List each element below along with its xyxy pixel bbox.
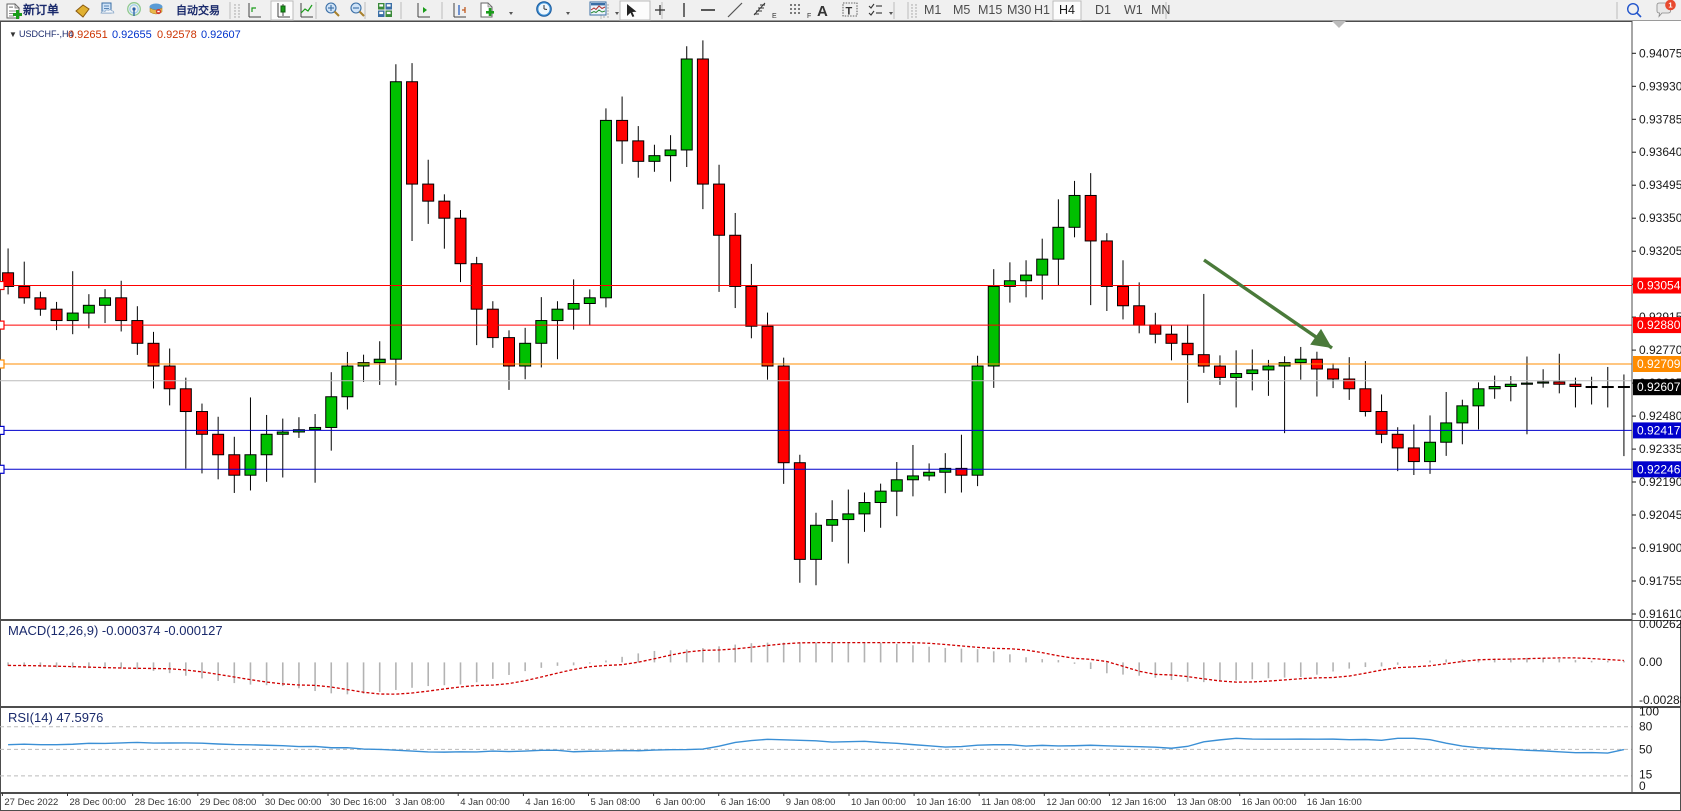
svg-text:0.92880: 0.92880 [1637, 318, 1681, 332]
svg-text:MN: MN [1151, 3, 1170, 17]
svg-text:E: E [772, 13, 777, 20]
svg-text:0.92651: 0.92651 [68, 29, 108, 41]
svg-text:0.92246: 0.92246 [1637, 462, 1681, 476]
svg-text:0.002628: 0.002628 [1639, 620, 1681, 631]
svg-text:0.92607: 0.92607 [1637, 380, 1681, 394]
svg-text:27 Dec 2022: 27 Dec 2022 [4, 797, 58, 808]
svg-text:0.92578: 0.92578 [157, 29, 197, 41]
svg-text:0.93350: 0.93350 [1639, 211, 1681, 225]
svg-text:28 Dec 00:00: 28 Dec 00:00 [70, 797, 127, 808]
svg-text:6 Jan 00:00: 6 Jan 00:00 [656, 797, 706, 808]
svg-text:12 Jan 16:00: 12 Jan 16:00 [1111, 797, 1166, 808]
svg-text:T: T [846, 6, 853, 18]
svg-text:M15: M15 [978, 3, 1002, 17]
svg-text:0.93054: 0.93054 [1637, 279, 1681, 293]
svg-text:W1: W1 [1124, 3, 1143, 17]
svg-text:0.92417: 0.92417 [1637, 423, 1681, 437]
svg-text:0.93495: 0.93495 [1639, 178, 1681, 192]
svg-text:0.91610: 0.91610 [1639, 607, 1681, 620]
svg-text:0.93785: 0.93785 [1639, 112, 1681, 126]
svg-text:M1: M1 [924, 3, 941, 17]
svg-text:H1: H1 [1034, 3, 1050, 17]
svg-text:自动交易: 自动交易 [176, 3, 220, 17]
svg-text:M30: M30 [1007, 3, 1031, 17]
svg-text:0.94075: 0.94075 [1639, 46, 1681, 60]
svg-text:1: 1 [1668, 0, 1672, 9]
svg-text:0.92709: 0.92709 [1637, 357, 1681, 371]
svg-text:-0.002881: -0.002881 [1639, 693, 1681, 707]
svg-text:28 Dec 16:00: 28 Dec 16:00 [135, 797, 192, 808]
svg-text:新订单: 新订单 [23, 2, 59, 17]
svg-text:M5: M5 [953, 3, 970, 17]
svg-text:12 Jan 00:00: 12 Jan 00:00 [1046, 797, 1101, 808]
svg-text:RSI(14) 47.5976: RSI(14) 47.5976 [8, 710, 103, 725]
svg-text:0.91900: 0.91900 [1639, 541, 1681, 555]
svg-text:5 Jan 08:00: 5 Jan 08:00 [591, 797, 641, 808]
svg-text:13 Jan 08:00: 13 Jan 08:00 [1177, 797, 1232, 808]
svg-text:0.00: 0.00 [1639, 655, 1663, 669]
svg-text:3 Jan 08:00: 3 Jan 08:00 [395, 797, 445, 808]
svg-text:H4: H4 [1059, 3, 1075, 17]
svg-text:16 Jan 00:00: 16 Jan 00:00 [1242, 797, 1297, 808]
svg-text:A: A [817, 3, 828, 20]
svg-text:50: 50 [1639, 742, 1653, 756]
svg-text:F: F [807, 13, 811, 20]
svg-text:0.93930: 0.93930 [1639, 79, 1681, 93]
svg-text:16 Jan 16:00: 16 Jan 16:00 [1307, 797, 1362, 808]
svg-text:29 Dec 08:00: 29 Dec 08:00 [200, 797, 257, 808]
svg-text:0.93205: 0.93205 [1639, 244, 1681, 258]
svg-text:0.92335: 0.92335 [1639, 442, 1681, 456]
svg-text:4 Jan 16:00: 4 Jan 16:00 [525, 797, 575, 808]
svg-text:0.92655: 0.92655 [112, 29, 152, 41]
svg-text:USDCHF-,H4: USDCHF-,H4 [19, 29, 74, 39]
svg-text:▼: ▼ [9, 30, 17, 39]
svg-text:80: 80 [1639, 720, 1653, 734]
svg-text:0.92770: 0.92770 [1639, 343, 1681, 357]
svg-text:0: 0 [1639, 779, 1646, 793]
svg-text:0.92045: 0.92045 [1639, 508, 1681, 522]
svg-text:11 Jan 08:00: 11 Jan 08:00 [981, 797, 1035, 808]
svg-text:0.91755: 0.91755 [1639, 574, 1681, 588]
svg-text:10 Jan 00:00: 10 Jan 00:00 [851, 797, 906, 808]
svg-text:D1: D1 [1095, 3, 1111, 17]
svg-text:10 Jan 16:00: 10 Jan 16:00 [916, 797, 971, 808]
svg-text:MACD(12,26,9) -0.000374 -0.000: MACD(12,26,9) -0.000374 -0.000127 [8, 623, 223, 638]
svg-text:100: 100 [1639, 707, 1659, 719]
svg-text:0.92480: 0.92480 [1639, 409, 1681, 423]
svg-text:30 Dec 00:00: 30 Dec 00:00 [265, 797, 322, 808]
svg-text:0.92607: 0.92607 [201, 29, 241, 41]
svg-text:30 Dec 16:00: 30 Dec 16:00 [330, 797, 387, 808]
svg-text:6 Jan 16:00: 6 Jan 16:00 [721, 797, 771, 808]
svg-text:4 Jan 00:00: 4 Jan 00:00 [460, 797, 510, 808]
svg-text:9 Jan 08:00: 9 Jan 08:00 [786, 797, 836, 808]
svg-text:0.93640: 0.93640 [1639, 145, 1681, 159]
